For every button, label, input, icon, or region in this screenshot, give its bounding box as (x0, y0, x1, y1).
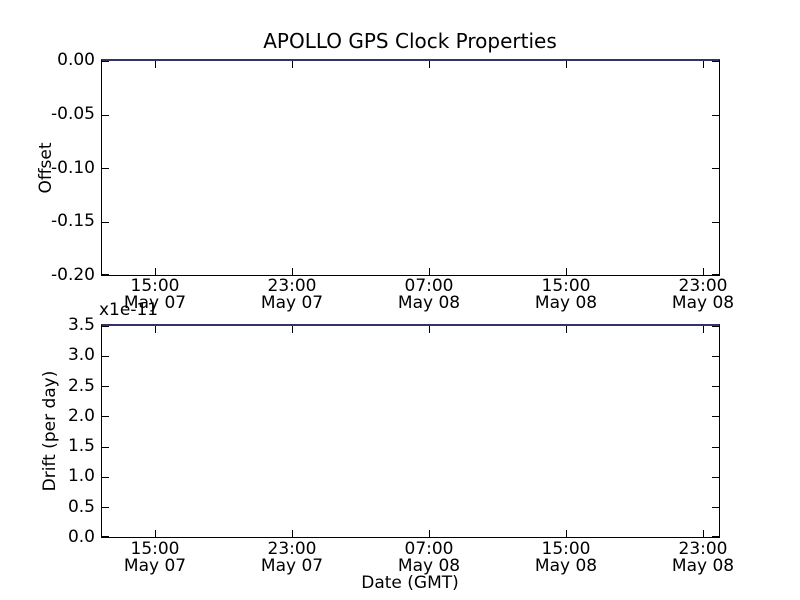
x-tick-mark (428, 326, 430, 333)
drift-x-tick-label: 15:00 May 08 (521, 541, 611, 575)
x-tick-mark (565, 61, 567, 68)
x-tick-date: May 08 (671, 556, 735, 576)
x-tick-date: May 07 (260, 556, 324, 576)
y-tick-mark (102, 446, 109, 448)
drift-x-tick-label: 23:00 May 07 (247, 541, 337, 575)
x-tick-date: May 07 (123, 293, 187, 313)
drift-y-tick-label: 3.5 (67, 315, 95, 335)
y-axis-multiplier-text: x1e-11 (99, 300, 159, 320)
offset-y-tick-label: -0.10 (51, 157, 95, 178)
x-tick-date: May 08 (671, 293, 735, 313)
offset-y-tick-label: -0.15 (51, 211, 95, 232)
y-tick-mark (712, 506, 719, 508)
x-tick-time: 23:00 (267, 539, 317, 559)
x-tick-date: May 08 (534, 293, 598, 313)
y-tick-mark (102, 386, 109, 388)
y-tick-mark (712, 386, 719, 388)
x-tick-date: May 08 (534, 556, 598, 576)
y-tick-mark (712, 536, 719, 537)
y-tick-mark (712, 356, 719, 358)
y-tick-mark (102, 536, 109, 537)
x-axis-label: Date (GMT) (361, 573, 459, 593)
y-tick-mark (102, 168, 109, 169)
offset-y-tick-label: -0.05 (51, 103, 95, 124)
y-tick-mark (712, 168, 719, 169)
y-tick-mark (102, 61, 109, 62)
x-tick-mark (565, 268, 567, 275)
x-tick-mark (291, 61, 293, 68)
x-tick-mark (565, 530, 567, 537)
x-tick-mark (428, 268, 430, 275)
y-tick-mark (712, 114, 719, 116)
x-tick-time: 15:00 (541, 276, 591, 296)
x-tick-mark (703, 326, 705, 333)
x-tick-mark (291, 268, 293, 275)
drift-x-tick-label: 07:00 May 08 (384, 541, 474, 575)
y-tick-mark (712, 416, 719, 418)
x-tick-time: 15:00 (130, 539, 180, 559)
offset-x-tick-label: 15:00 May 07 (110, 278, 200, 312)
x-tick-date: May 07 (260, 293, 324, 313)
drift-y-tick-label: 3.0 (67, 345, 95, 366)
y-tick-mark (102, 274, 109, 275)
x-tick-time: 23:00 (678, 276, 728, 296)
y-tick-mark (102, 506, 109, 508)
y-tick-mark (712, 446, 719, 448)
y-tick-mark (712, 476, 719, 478)
x-tick-date: May 08 (397, 293, 461, 313)
chart-title: APOLLO GPS Clock Properties (263, 29, 557, 53)
x-tick-mark (154, 268, 156, 275)
x-tick-mark (703, 61, 705, 68)
x-tick-mark (154, 61, 156, 68)
drift-y-tick-label: 2.0 (67, 405, 95, 426)
y-tick-mark (102, 416, 109, 418)
drift-x-tick-label: 15:00 May 07 (110, 541, 200, 575)
x-tick-mark (703, 268, 705, 275)
y-tick-mark (102, 326, 109, 327)
offset-y-tick-label: -0.20 (51, 265, 95, 285)
x-tick-time: 15:00 (130, 276, 180, 296)
x-tick-time: 15:00 (541, 539, 591, 559)
y-tick-mark (712, 326, 719, 327)
x-tick-mark (565, 326, 567, 333)
offset-x-tick-label: 23:00 May 07 (247, 278, 337, 312)
y-tick-mark (712, 61, 719, 62)
y-tick-mark (102, 356, 109, 358)
y-tick-mark (102, 476, 109, 478)
x-tick-time: 23:00 (678, 539, 728, 559)
y-tick-mark (712, 274, 719, 275)
offset-x-tick-label: 15:00 May 08 (521, 278, 611, 312)
offset-plot-area (101, 59, 720, 276)
x-tick-time: 07:00 (404, 539, 454, 559)
offset-y-tick-label: 0.00 (57, 50, 95, 70)
drift-y-tick-label: 0.5 (67, 496, 95, 517)
x-tick-mark (291, 530, 293, 537)
y-tick-mark (102, 221, 109, 223)
x-tick-mark (703, 530, 705, 537)
drift-y-tick-label: 1.5 (67, 436, 95, 457)
x-tick-date: May 08 (397, 556, 461, 576)
drift-y-tick-label: 1.0 (67, 466, 95, 487)
offset-x-tick-label: 07:00 May 08 (384, 278, 474, 312)
x-tick-mark (154, 326, 156, 333)
x-tick-mark (428, 530, 430, 537)
x-tick-time: 23:00 (267, 276, 317, 296)
x-tick-mark (428, 61, 430, 68)
y-tick-mark (712, 221, 719, 223)
x-tick-time: 07:00 (404, 276, 454, 296)
offset-x-tick-label: 23:00 May 08 (658, 278, 748, 312)
x-tick-mark (291, 326, 293, 333)
y-tick-mark (102, 114, 109, 116)
drift-x-tick-label: 23:00 May 08 (658, 541, 748, 575)
drift-y-tick-label: 2.5 (67, 375, 95, 396)
drift-y-tick-label: 0.0 (67, 527, 95, 547)
drift-plot-area (101, 324, 720, 538)
x-tick-date: May 07 (123, 556, 187, 576)
x-tick-mark (154, 530, 156, 537)
